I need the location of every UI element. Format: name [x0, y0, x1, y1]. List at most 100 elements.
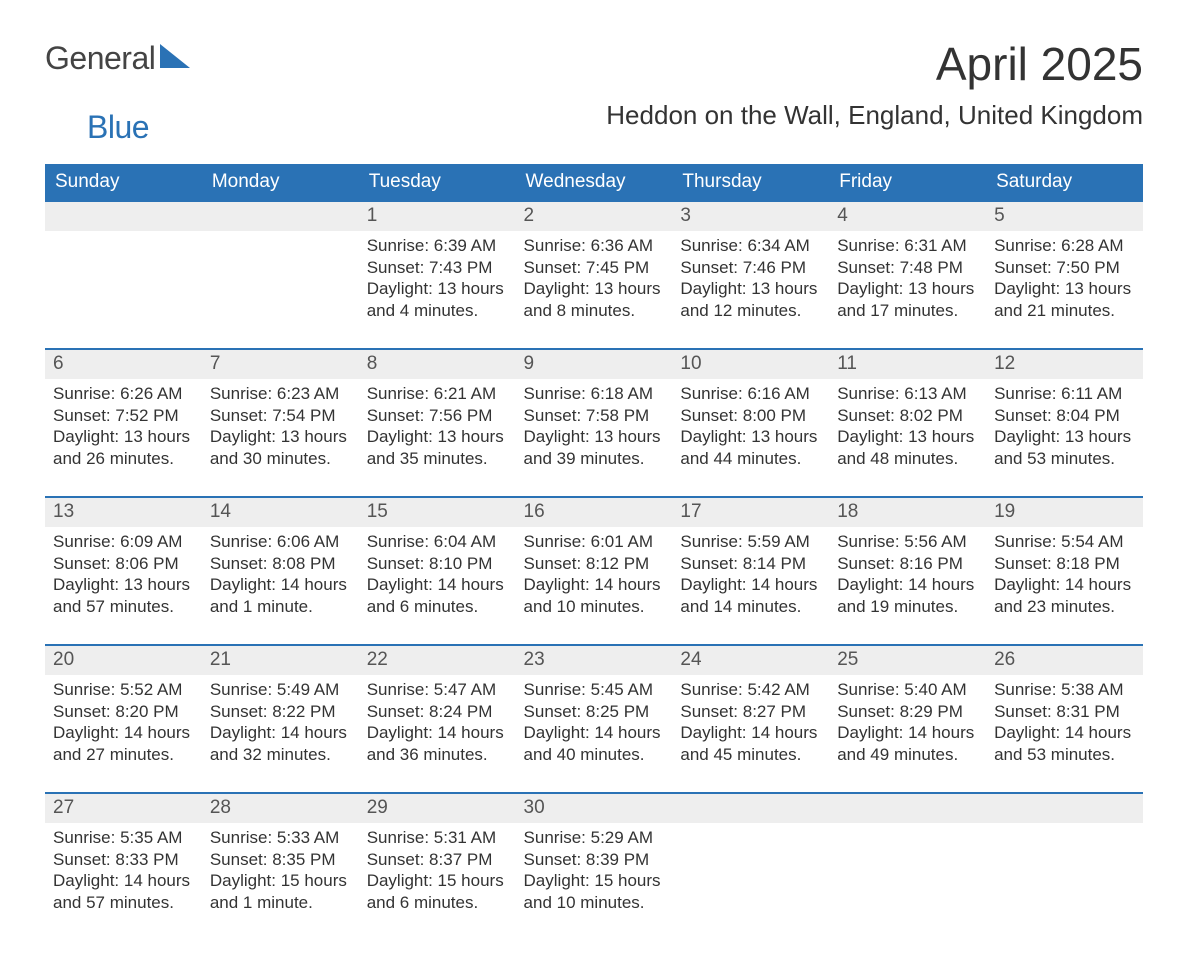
calendar-cell: 10 Sunrise: 6:16 AMSunset: 8:00 PMDayligh… [672, 348, 829, 496]
sunset-line: Sunset: 7:46 PM [680, 257, 821, 279]
day-number: 19 [986, 498, 1143, 527]
sunset-line: Sunset: 7:54 PM [210, 405, 351, 427]
calendar-cell: 8Sunrise: 6:21 AMSunset: 7:56 PMDaylight… [359, 348, 516, 496]
calendar-week-row: 20Sunrise: 5:52 AMSunset: 8:20 PMDayligh… [45, 644, 1143, 792]
calendar-cell: 20Sunrise: 5:52 AMSunset: 8:20 PMDayligh… [45, 644, 202, 792]
day-number: 6 [45, 350, 202, 379]
sunrise-line: Sunrise: 6:34 AM [680, 235, 821, 257]
day-number: 15 [359, 498, 516, 527]
sunset-line: Sunset: 8:00 PM [680, 405, 821, 427]
day-body: Sunrise: 5:49 AMSunset: 8:22 PMDaylight:… [202, 675, 359, 774]
day-body: Sunrise: 5:59 AMSunset: 8:14 PMDaylight:… [672, 527, 829, 626]
day-number: 7 [202, 350, 359, 379]
daylight-line: Daylight: 14 hours and 57 minutes. [53, 870, 194, 914]
calendar-cell: 14Sunrise: 6:06 AMSunset: 8:08 PMDayligh… [202, 496, 359, 644]
day-number: 2 [516, 202, 673, 231]
calendar-cell: 4Sunrise: 6:31 AMSunset: 7:48 PMDaylight… [829, 200, 986, 348]
sunrise-line: Sunrise: 6:09 AM [53, 531, 194, 553]
page-title: April 2025 [606, 40, 1143, 88]
calendar-week-row: 27Sunrise: 5:35 AMSunset: 8:33 PMDayligh… [45, 792, 1143, 940]
day-number: 30 [516, 794, 673, 823]
day-body: Sunrise: 6:36 AMSunset: 7:45 PMDaylight:… [516, 231, 673, 330]
sunrise-line: Sunrise: 5:35 AM [53, 827, 194, 849]
daylight-line: Daylight: 14 hours and 40 minutes. [524, 722, 665, 766]
day-number: 17 [672, 498, 829, 527]
daylight-line: Daylight: 13 hours and 44 minutes. [680, 426, 821, 470]
calendar-cell [672, 792, 829, 940]
sunset-line: Sunset: 8:02 PM [837, 405, 978, 427]
calendar-cell: 16Sunrise: 6:01 AMSunset: 8:12 PMDayligh… [516, 496, 673, 644]
daylight-line: Daylight: 14 hours and 10 minutes. [524, 574, 665, 618]
calendar-cell: 21Sunrise: 5:49 AMSunset: 8:22 PMDayligh… [202, 644, 359, 792]
daylight-line: Daylight: 13 hours and 39 minutes. [524, 426, 665, 470]
day-body: Sunrise: 5:29 AMSunset: 8:39 PMDaylight:… [516, 823, 673, 922]
day-body: Sunrise: 5:38 AMSunset: 8:31 PMDaylight:… [986, 675, 1143, 774]
daylight-line: Daylight: 14 hours and 32 minutes. [210, 722, 351, 766]
sunset-line: Sunset: 7:52 PM [53, 405, 194, 427]
day-body: Sunrise: 6:04 AMSunset: 8:10 PMDaylight:… [359, 527, 516, 626]
calendar-week-row: 13Sunrise: 6:09 AMSunset: 8:06 PMDayligh… [45, 496, 1143, 644]
col-header: Sunday [45, 164, 202, 200]
daylight-line: Daylight: 14 hours and 53 minutes. [994, 722, 1135, 766]
sunset-line: Sunset: 8:18 PM [994, 553, 1135, 575]
calendar-cell: 25Sunrise: 5:40 AMSunset: 8:29 PMDayligh… [829, 644, 986, 792]
calendar-cell: 27Sunrise: 5:35 AMSunset: 8:33 PMDayligh… [45, 792, 202, 940]
sunrise-line: Sunrise: 5:56 AM [837, 531, 978, 553]
day-number: 5 [986, 202, 1143, 231]
day-body: Sunrise: 6:23 AMSunset: 7:54 PMDaylight:… [202, 379, 359, 478]
day-body: Sunrise: 6:28 AMSunset: 7:50 PMDaylight:… [986, 231, 1143, 330]
day-number: 21 [202, 646, 359, 675]
calendar-cell [202, 200, 359, 348]
day-body: Sunrise: 5:31 AMSunset: 8:37 PMDaylight:… [359, 823, 516, 922]
day-number: 16 [516, 498, 673, 527]
sunset-line: Sunset: 8:04 PM [994, 405, 1135, 427]
calendar-cell [829, 792, 986, 940]
col-header: Tuesday [359, 164, 516, 200]
calendar-cell: 6Sunrise: 6:26 AMSunset: 7:52 PMDaylight… [45, 348, 202, 496]
calendar-cell: 1Sunrise: 6:39 AMSunset: 7:43 PMDaylight… [359, 200, 516, 348]
day-number: 4 [829, 202, 986, 231]
day-number: 29 [359, 794, 516, 823]
daylight-line: Daylight: 15 hours and 10 minutes. [524, 870, 665, 914]
day-body: Sunrise: 6:34 AMSunset: 7:46 PMDaylight:… [672, 231, 829, 330]
calendar-cell: 28Sunrise: 5:33 AMSunset: 8:35 PMDayligh… [202, 792, 359, 940]
sunrise-line: Sunrise: 6:06 AM [210, 531, 351, 553]
daylight-line: Daylight: 14 hours and 49 minutes. [837, 722, 978, 766]
calendar-cell: 9Sunrise: 6:18 AMSunset: 7:58 PMDaylight… [516, 348, 673, 496]
sunrise-line: Sunrise: 5:59 AM [680, 531, 821, 553]
day-number: 8 [359, 350, 516, 379]
sunrise-line: Sunrise: 6:11 AM [994, 383, 1135, 405]
calendar-cell: 17Sunrise: 5:59 AMSunset: 8:14 PMDayligh… [672, 496, 829, 644]
logo: General [45, 40, 194, 77]
sunset-line: Sunset: 7:43 PM [367, 257, 508, 279]
sunset-line: Sunset: 8:27 PM [680, 701, 821, 723]
sunset-line: Sunset: 7:45 PM [524, 257, 665, 279]
calendar-cell: 3Sunrise: 6:34 AMSunset: 7:46 PMDaylight… [672, 200, 829, 348]
calendar-cell: 22Sunrise: 5:47 AMSunset: 8:24 PMDayligh… [359, 644, 516, 792]
sunset-line: Sunset: 8:20 PM [53, 701, 194, 723]
day-number: 10 [672, 350, 829, 379]
day-body: Sunrise: 6:21 AMSunset: 7:56 PMDaylight:… [359, 379, 516, 478]
sunrise-line: Sunrise: 5:54 AM [994, 531, 1135, 553]
calendar-cell: 15Sunrise: 6:04 AMSunset: 8:10 PMDayligh… [359, 496, 516, 644]
daylight-line: Daylight: 14 hours and 1 minute. [210, 574, 351, 618]
daylight-line: Daylight: 15 hours and 6 minutes. [367, 870, 508, 914]
sunrise-line: Sunrise: 6:04 AM [367, 531, 508, 553]
sunset-line: Sunset: 8:29 PM [837, 701, 978, 723]
day-body: Sunrise: 5:45 AMSunset: 8:25 PMDaylight:… [516, 675, 673, 774]
daylight-line: Daylight: 14 hours and 45 minutes. [680, 722, 821, 766]
daylight-line: Daylight: 13 hours and 21 minutes. [994, 278, 1135, 322]
calendar-cell: 19Sunrise: 5:54 AMSunset: 8:18 PMDayligh… [986, 496, 1143, 644]
sunset-line: Sunset: 8:24 PM [367, 701, 508, 723]
daylight-line: Daylight: 13 hours and 53 minutes. [994, 426, 1135, 470]
sunset-line: Sunset: 7:56 PM [367, 405, 508, 427]
day-body: Sunrise: 6:13 AMSunset: 8:02 PMDaylight:… [829, 379, 986, 478]
sunrise-line: Sunrise: 6:16 AM [680, 383, 821, 405]
sunset-line: Sunset: 8:37 PM [367, 849, 508, 871]
sunset-line: Sunset: 8:39 PM [524, 849, 665, 871]
daylight-line: Daylight: 14 hours and 6 minutes. [367, 574, 508, 618]
sunrise-line: Sunrise: 6:23 AM [210, 383, 351, 405]
sunrise-line: Sunrise: 5:33 AM [210, 827, 351, 849]
day-number: 26 [986, 646, 1143, 675]
day-body: Sunrise: 5:42 AMSunset: 8:27 PMDaylight:… [672, 675, 829, 774]
